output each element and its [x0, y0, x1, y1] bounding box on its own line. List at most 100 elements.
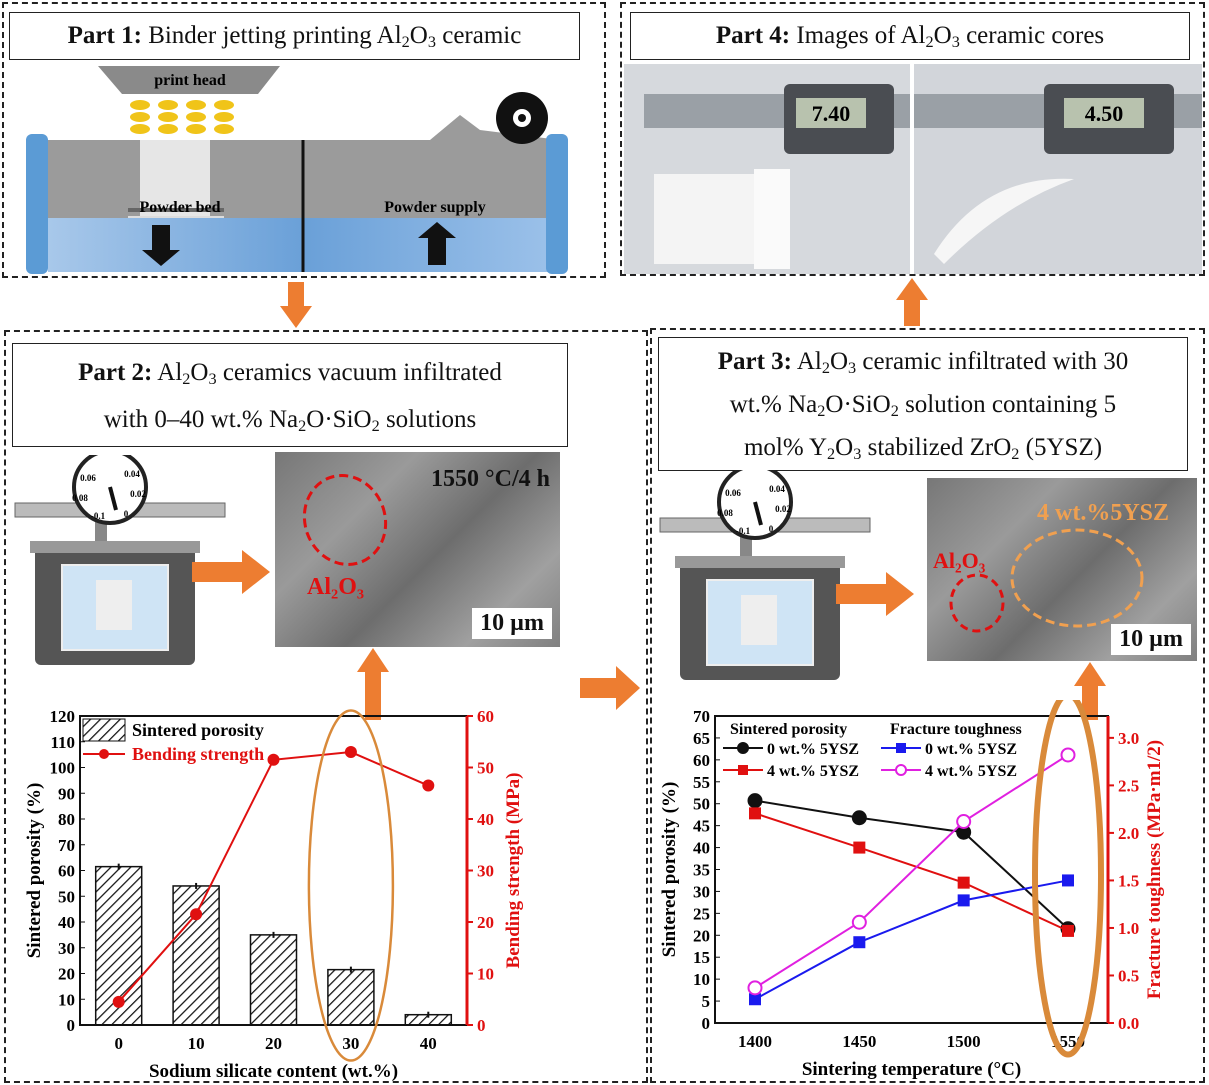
ceramic-sample: [741, 595, 777, 645]
data-point: [1060, 747, 1076, 763]
subscript: 2: [371, 417, 380, 436]
bending-strength-point: [267, 753, 280, 766]
x-tick-label: 1400: [738, 1032, 772, 1051]
title-segment: ceramics vacuum infiltrated: [216, 359, 502, 386]
gauge-tick-label: 0: [769, 524, 774, 534]
data-point: [957, 894, 970, 907]
y2-axis-label: Fracture toughness (MPa·m1/2): [1144, 740, 1165, 999]
y-tick-label: 20: [693, 926, 710, 945]
part2-panel: [4, 330, 648, 1083]
title-segment: wt.% Na: [729, 391, 818, 418]
data-point: [956, 814, 972, 830]
subscript: 3: [853, 445, 862, 464]
porosity-bar: [327, 968, 375, 1026]
y-tick-label: 20: [58, 965, 75, 984]
subscript: 2: [821, 359, 830, 378]
gauge-tick-label: 0.06: [80, 473, 96, 483]
y-tick-label: 25: [693, 904, 710, 923]
x-tick-label: 20: [265, 1034, 282, 1053]
data-point: [747, 793, 763, 809]
part3-title: Part 3: Al2O3 ceramic infiltrated with 3…: [658, 337, 1188, 471]
y2-axis-label: Bending strength (MPa): [503, 773, 524, 969]
data-point: [749, 807, 761, 820]
al2o3-label: Al₂O₃: [933, 548, 986, 573]
binder-droplets: [130, 100, 234, 134]
y2-tick-label: 20: [477, 913, 494, 932]
gauge-tick-label: 0: [124, 509, 129, 519]
part4-title: Part 4: Images of Al2O3 ceramic cores: [630, 12, 1190, 60]
5ysz-label: 4 wt.%5YSZ: [1037, 500, 1170, 526]
powder-supply-label: Powder supply: [384, 199, 486, 216]
y-tick-label: 10: [58, 990, 75, 1009]
series-line: [754, 879, 1069, 1001]
gauge-tick-label: 0.04: [124, 469, 140, 479]
data-point: [851, 810, 867, 826]
y2-tick-label: 50: [477, 759, 494, 778]
subscript: 3: [208, 370, 217, 389]
part4-label: Part 4:: [715, 22, 791, 49]
arrow-up-icon: [418, 222, 456, 265]
y-tick-label: 120: [50, 707, 76, 726]
title-segment: Images of Al: [790, 22, 926, 49]
legend-marker: [738, 765, 748, 775]
subscript: 2: [827, 445, 836, 464]
title-segment: O: [190, 359, 209, 386]
y-tick-label: 70: [693, 707, 710, 726]
scale-bar: 10 µm: [1111, 624, 1191, 655]
part1-title-text: Binder jetting printing Al2O3 ceramic: [142, 22, 521, 52]
y-tick-label: 40: [58, 913, 75, 932]
subscript: 2: [401, 33, 410, 52]
arrow-part3-to-part4: [896, 278, 928, 326]
y-tick-label: 55: [693, 773, 710, 792]
data-point: [1062, 874, 1074, 887]
legend-label: 4 wt.% 5YSZ: [767, 763, 859, 780]
y-tick-label: 90: [58, 784, 75, 803]
y-tick-label: 30: [693, 882, 710, 901]
gauge-tick-label: -0.1: [736, 526, 751, 536]
y2-tick-label: 0.0: [1118, 1014, 1139, 1033]
data-point: [747, 980, 763, 996]
title-segment: ceramic infiltrated with 30: [856, 348, 1129, 375]
title-segment: solution containing 5: [898, 391, 1117, 418]
gauge-needle: [753, 501, 763, 526]
y-tick-label: 70: [58, 836, 75, 855]
y-tick-label: 30: [58, 939, 75, 958]
subscript: 2: [1011, 445, 1020, 464]
y-tick-label: 50: [58, 887, 75, 906]
part1-label: Part 1:: [67, 22, 142, 49]
gauge-needle: [108, 486, 118, 511]
x-tick-label: 1500: [947, 1032, 981, 1051]
arrow-right-icon: [836, 572, 914, 616]
y-tick-label: 45: [693, 817, 710, 836]
subscript: 2: [182, 370, 191, 389]
title-segment: ceramic cores: [959, 22, 1105, 49]
part3-title-line2: wt.% Na2O·SiO2 solution containing 5: [659, 383, 1187, 426]
bending-strength-point: [344, 746, 357, 759]
scale-bar: 10 µm: [472, 608, 552, 639]
binder-jetting-illustration: print head Powder bed Powder supply: [26, 66, 568, 274]
arrow-part1-to-part2: [280, 282, 312, 328]
subscript: 2: [817, 402, 826, 421]
legend-marker: [896, 743, 906, 753]
legend-label: Bending strength: [132, 744, 264, 764]
x-axis-label: Sodium silicate content (wt.%): [149, 1061, 398, 1082]
part3-panel: [650, 328, 1205, 1083]
y-tick-label: 5: [702, 992, 711, 1011]
part4-title-text: Images of Al2O3 ceramic cores: [790, 22, 1105, 52]
title-segment: O: [933, 22, 952, 49]
legend-group-title: Fracture toughness: [890, 721, 1022, 738]
al2o3-label: Al₂O₃: [307, 574, 365, 600]
title-segment: O: [409, 22, 428, 49]
y-tick-label: 65: [693, 729, 710, 748]
caliper-readout-2: 4.50: [1085, 101, 1124, 126]
x-axis-label: Sintering temperature (°C): [802, 1059, 1021, 1080]
subscript: 2: [925, 33, 934, 52]
data-point: [749, 993, 761, 1006]
arrow-down-icon: [142, 225, 180, 266]
part4-panel: [620, 2, 1205, 276]
title-segment: solutions: [379, 406, 477, 433]
legend-label: 0 wt.% 5YSZ: [767, 741, 859, 758]
gauge-tick-label: 0.04: [769, 484, 785, 494]
y-axis-label: Sintered porosity (%): [659, 782, 680, 958]
y-axis-label: Sintered porosity (%): [24, 783, 45, 959]
